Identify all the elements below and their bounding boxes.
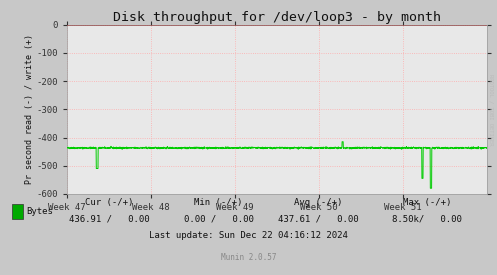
Text: 8.50k/   0.00: 8.50k/ 0.00 (393, 214, 462, 223)
Text: Cur (-/+): Cur (-/+) (85, 198, 134, 207)
Text: Munin 2.0.57: Munin 2.0.57 (221, 254, 276, 262)
Y-axis label: Pr second read (-) / write (+): Pr second read (-) / write (+) (25, 34, 34, 184)
Text: Avg (-/+): Avg (-/+) (294, 198, 342, 207)
Text: Last update: Sun Dec 22 04:16:12 2024: Last update: Sun Dec 22 04:16:12 2024 (149, 231, 348, 240)
Text: 437.61 /   0.00: 437.61 / 0.00 (278, 214, 358, 223)
Text: RRDTOOL / TOBI OETIKER: RRDTOOL / TOBI OETIKER (489, 74, 494, 146)
Text: 436.91 /   0.00: 436.91 / 0.00 (69, 214, 150, 223)
Title: Disk throughput for /dev/loop3 - by month: Disk throughput for /dev/loop3 - by mont… (113, 10, 441, 24)
Text: Max (-/+): Max (-/+) (403, 198, 452, 207)
Text: Bytes: Bytes (26, 207, 53, 216)
Text: Min (-/+): Min (-/+) (194, 198, 243, 207)
Text: 0.00 /   0.00: 0.00 / 0.00 (184, 214, 253, 223)
